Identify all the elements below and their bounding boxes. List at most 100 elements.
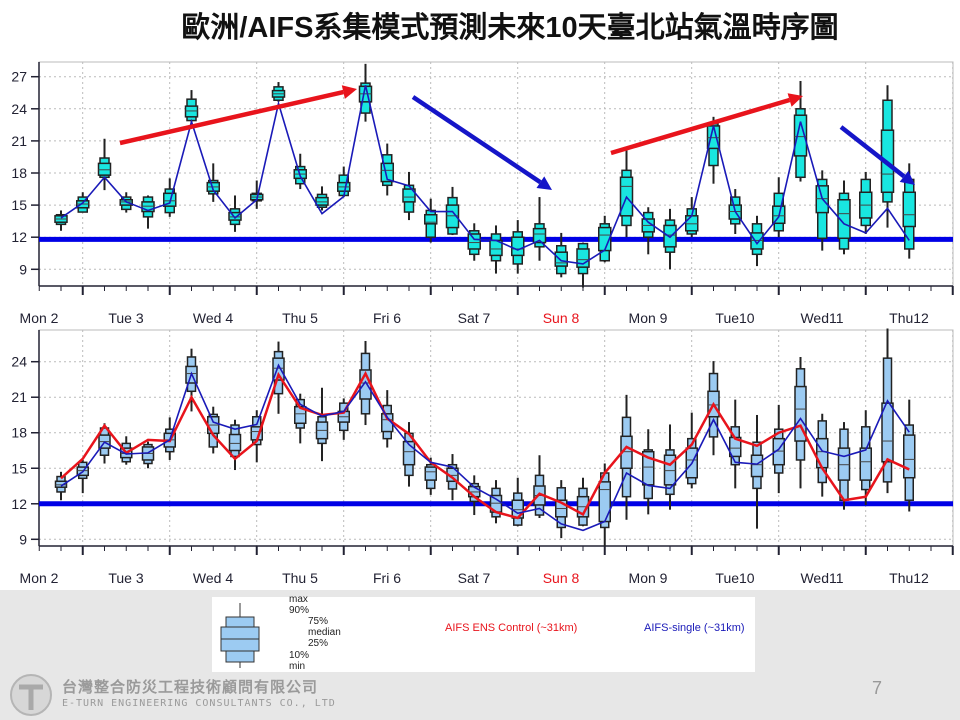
series-line-control bbox=[60, 370, 910, 520]
y-tick-label: 15 bbox=[11, 460, 27, 476]
ensemble-box bbox=[859, 171, 873, 234]
x-tick-label: Sun 8 bbox=[543, 310, 580, 326]
trend-down-arrow-icon-shaft bbox=[839, 125, 906, 179]
y-tick-label: 9 bbox=[19, 261, 27, 277]
x-tick-label: Thu12 bbox=[889, 570, 929, 586]
ensemble-chart-bottom: 9 12 15 18 21 24 Mon 2 Tue 3 Wed 4 Thu 5 Fri 6 Sat … bbox=[0, 327, 960, 586]
x-tick-label: Fri 6 bbox=[373, 570, 401, 586]
legend-control: AIFS ENS Control (~31km) bbox=[445, 622, 578, 634]
box-p25-p75 bbox=[54, 480, 68, 488]
x-tick-label: Wed 4 bbox=[193, 310, 233, 326]
x-tick-label: Tue10 bbox=[715, 570, 754, 586]
ensemble-box bbox=[294, 393, 307, 444]
x-tick-label: Wed11 bbox=[800, 570, 843, 586]
box-p25-p75 bbox=[750, 454, 764, 478]
x-tick-label: Tue 3 bbox=[108, 310, 143, 326]
series-line-single bbox=[60, 363, 910, 532]
ensemble-box bbox=[750, 414, 764, 529]
y-tick-label: 18 bbox=[11, 425, 27, 441]
series-line-single bbox=[60, 85, 910, 265]
ensemble-box bbox=[532, 197, 547, 261]
box-p25-p75 bbox=[772, 437, 785, 466]
x-tick-label: Sat 7 bbox=[458, 570, 491, 586]
ensemble-box bbox=[750, 215, 764, 267]
y-tick-label: 12 bbox=[11, 229, 27, 245]
legend-p90: 90% bbox=[289, 605, 310, 616]
ensemble-box bbox=[641, 207, 655, 255]
x-tick-label: Fri 6 bbox=[373, 310, 401, 326]
x-tick-label: Wed11 bbox=[800, 310, 843, 326]
x-tick-label: Thu12 bbox=[889, 310, 929, 326]
ensemble-box bbox=[315, 387, 329, 462]
company-name-cn: 台灣整合防災工程技術顧問有限公司 bbox=[62, 679, 319, 696]
page-title: 歐洲/AIFS系集模式預測未來10天臺北站氣溫時序圖 bbox=[181, 12, 839, 44]
y-tick-label: 12 bbox=[11, 496, 27, 512]
x-tick-label: Wed 4 bbox=[193, 570, 233, 586]
y-tick-label: 21 bbox=[11, 133, 27, 149]
ensemble-box bbox=[794, 356, 807, 489]
trend-up-arrow-icon-shaft bbox=[610, 97, 791, 156]
trend-up-arrow-icon-head bbox=[341, 85, 357, 99]
y-tick-label: 21 bbox=[11, 389, 27, 405]
box-p25-p75 bbox=[859, 447, 872, 481]
box-p25-p75 bbox=[794, 385, 807, 442]
y-tick-label: 24 bbox=[11, 101, 27, 117]
trend-down-arrow-icon-head bbox=[899, 170, 915, 185]
box-p25-p75 bbox=[402, 188, 416, 203]
box-p25-p75 bbox=[467, 233, 481, 250]
box-p25-p75 bbox=[141, 201, 155, 213]
ensemble-box bbox=[837, 422, 851, 510]
legend-min: min bbox=[289, 661, 306, 672]
legend-max: max bbox=[289, 594, 308, 605]
box-p25-p75 bbox=[272, 357, 285, 381]
box-p25-p75 bbox=[532, 227, 547, 244]
trend-down-arrow-icon-head bbox=[536, 176, 552, 190]
box-p25-p75 bbox=[598, 481, 611, 523]
box-p25-p75 bbox=[837, 447, 851, 481]
company-name-en: E-TURN ENGINEERING CONSULTANTS CO., LTD bbox=[62, 698, 336, 709]
legend-p75: 75% bbox=[308, 616, 329, 627]
box-p25-p75 bbox=[315, 196, 329, 206]
x-tick-label: Mon 9 bbox=[629, 570, 668, 586]
box-p25-p75 bbox=[837, 199, 851, 240]
ensemble-box bbox=[228, 195, 242, 232]
box-p25-p75 bbox=[402, 440, 416, 466]
ensemble-box bbox=[271, 82, 286, 102]
legend-p25: 25% bbox=[308, 638, 329, 649]
y-tick-label: 15 bbox=[11, 197, 27, 213]
ensemble-box bbox=[97, 138, 112, 191]
ensemble-box bbox=[467, 223, 481, 261]
box-p25-p75 bbox=[511, 236, 525, 257]
ensemble-box bbox=[141, 441, 155, 469]
ensemble-box bbox=[337, 166, 351, 198]
ensemble-box bbox=[402, 171, 416, 221]
ensemble-chart-top: 9 12 15 18 21 24 27 Mon 2 Tue 3 Wed 4 Thu 5 Fri 6 Sa… bbox=[0, 57, 960, 326]
box-p25-p75 bbox=[903, 434, 916, 479]
trend-up-arrow-icon bbox=[610, 93, 803, 156]
y-tick-label: 18 bbox=[11, 165, 27, 181]
legend-p10: 10% bbox=[289, 650, 310, 661]
box-p25-p75 bbox=[793, 114, 808, 157]
trend-up-arrow-icon-head bbox=[787, 93, 803, 107]
box-p25-p75 bbox=[184, 105, 199, 118]
x-tick-label: Tue10 bbox=[715, 310, 754, 326]
boxplot-legend-icon bbox=[220, 603, 260, 668]
box-p25-p75 bbox=[424, 213, 438, 225]
x-tick-label: Thu 5 bbox=[282, 570, 318, 586]
x-tick-label: Sun 8 bbox=[543, 570, 580, 586]
y-tick-label: 9 bbox=[19, 531, 27, 547]
box-p25-p75 bbox=[424, 466, 437, 481]
box-p25-p75 bbox=[881, 402, 894, 463]
legend: max 90% 75% median 25% 10% min AIFS ENS … bbox=[212, 594, 755, 672]
trend-up-arrow-icon-shaft bbox=[119, 89, 344, 146]
box-p25-p75 bbox=[97, 162, 112, 176]
x-tick-label: Tue 3 bbox=[108, 570, 143, 586]
y-tick-label: 24 bbox=[11, 354, 27, 370]
ensemble-box bbox=[315, 186, 329, 211]
ensemble-box bbox=[729, 399, 742, 489]
trend-down-arrow-icon bbox=[839, 125, 915, 185]
page-number: 7 bbox=[872, 678, 883, 698]
box-p25-p75 bbox=[663, 454, 677, 486]
box-p25-p75 bbox=[445, 204, 460, 229]
legend-median: median bbox=[308, 627, 341, 638]
